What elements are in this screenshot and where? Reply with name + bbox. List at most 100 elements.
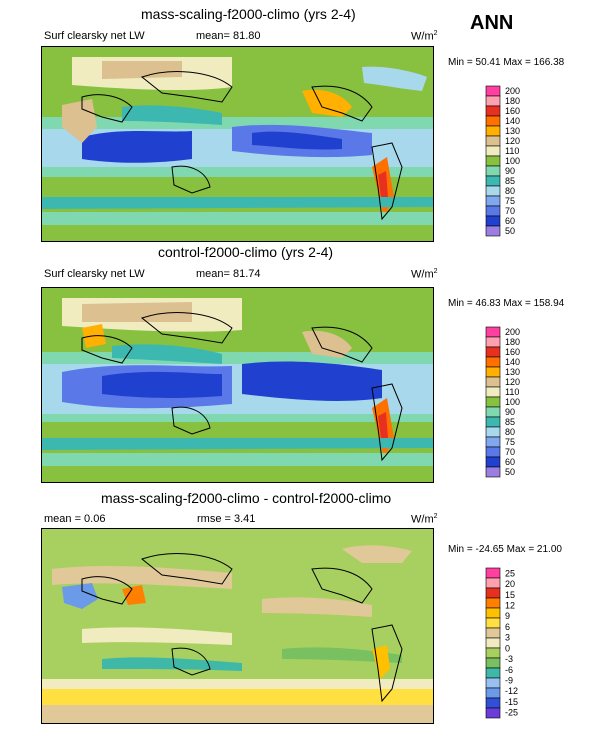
units-label: W/m2 — [411, 513, 438, 526]
legend-swatch — [485, 396, 501, 408]
rmse-label: rmse = 3.41 — [197, 513, 256, 525]
season-label: ANN — [470, 12, 514, 34]
legend-swatch — [485, 205, 501, 217]
legend-swatch — [485, 225, 501, 237]
legend-label: 9 — [505, 611, 510, 621]
legend-label: 50 — [505, 226, 515, 236]
legend-swatch — [485, 697, 501, 709]
legend-swatch — [485, 567, 501, 579]
legend-swatch — [485, 456, 501, 468]
map-diff — [41, 528, 434, 724]
legend-test: 200 180 160 140 130 120 110 100 90 85 80 75 70 60 50 — [485, 85, 556, 237]
legend-swatch — [485, 637, 501, 649]
legend-label: 90 — [505, 166, 515, 176]
legend-label: 80 — [505, 427, 515, 437]
minmax-label: Min = 50.41 Max = 166.38 — [448, 57, 565, 68]
legend-swatch — [485, 707, 501, 719]
legend-label: -9 — [505, 676, 513, 686]
legend-swatch — [485, 597, 501, 609]
legend-swatch — [485, 677, 501, 689]
legend-label: -25 — [505, 708, 518, 718]
legend-swatch — [485, 356, 501, 368]
legend-label: 110 — [505, 387, 519, 397]
legend-swatch — [485, 326, 501, 338]
panel-title: mass-scaling-f2000-climo - control-f2000… — [101, 490, 392, 506]
legend-label: 80 — [505, 186, 515, 196]
legend-swatch — [485, 145, 501, 157]
legend-label: 160 — [505, 347, 520, 357]
legend-swatch — [485, 195, 501, 207]
legend-swatch — [485, 175, 501, 187]
legend-swatch — [485, 105, 501, 117]
legend-label: 15 — [505, 590, 515, 600]
diff-mean-label: mean = 0.06 — [44, 513, 106, 525]
legend-label: -3 — [505, 654, 513, 664]
legend-swatch — [485, 155, 501, 167]
legend-swatch — [485, 185, 501, 197]
legend-label: 70 — [505, 447, 515, 457]
legend-label: 140 — [505, 357, 520, 367]
legend-label: 180 — [505, 96, 520, 106]
legend-swatch — [485, 617, 501, 629]
legend-swatch — [485, 436, 501, 448]
legend-swatch — [485, 647, 501, 659]
legend-label: 130 — [505, 367, 520, 377]
map-control — [41, 287, 434, 483]
legend-swatch — [485, 627, 501, 639]
legend-label: 12 — [505, 601, 515, 611]
units-label: W/m2 — [411, 268, 438, 281]
legend-swatch — [485, 416, 501, 428]
legend-label: 60 — [505, 216, 515, 226]
legend-control: 200 180 160 140 130 120 110 100 90 85 80 75 70 60 50 — [485, 326, 556, 478]
legend-label: 120 — [505, 136, 520, 146]
legend-label: 85 — [505, 176, 515, 186]
minmax-label: Min = -24.65 Max = 21.00 — [448, 544, 562, 555]
legend-swatch — [485, 657, 501, 669]
legend-swatch — [485, 667, 501, 679]
mean-label: mean= 81.74 — [196, 268, 261, 280]
legend-label: 85 — [505, 417, 515, 427]
legend-label: 110 — [505, 146, 519, 156]
legend-swatch — [485, 386, 501, 398]
legend-swatch — [485, 125, 501, 137]
panel-title: mass-scaling-f2000-climo (yrs 2-4) — [141, 6, 356, 22]
legend-label: 3 — [505, 633, 510, 643]
legend-swatch — [485, 687, 501, 699]
legend-label: 70 — [505, 206, 515, 216]
legend-swatch — [485, 135, 501, 147]
legend-label: 100 — [505, 156, 520, 166]
panel-title: control-f2000-climo (yrs 2-4) — [158, 244, 334, 260]
mean-label: mean= 81.80 — [196, 30, 261, 42]
legend-swatch — [485, 587, 501, 599]
legend-swatch — [485, 336, 501, 348]
legend-label: 75 — [505, 196, 515, 206]
legend-label: 25 — [505, 568, 515, 578]
legend-label: 20 — [505, 579, 515, 589]
legend-label: -6 — [505, 665, 513, 675]
legend-label: 50 — [505, 467, 515, 477]
legend-label: 200 — [505, 327, 520, 337]
units-label: W/m2 — [411, 30, 438, 43]
minmax-label: Min = 46.83 Max = 158.94 — [448, 298, 565, 309]
legend-label: 90 — [505, 407, 515, 417]
legend-swatch — [485, 406, 501, 418]
legend-swatch — [485, 215, 501, 227]
legend-swatch — [485, 376, 501, 388]
legend-label: 180 — [505, 337, 520, 347]
legend-swatch — [485, 115, 501, 127]
legend-swatch — [485, 165, 501, 177]
legend-label: 75 — [505, 437, 515, 447]
legend-swatch — [485, 426, 501, 438]
legend-label: 120 — [505, 377, 520, 387]
legend-swatch — [485, 607, 501, 619]
legend-label: 0 — [505, 643, 510, 653]
legend-label: 100 — [505, 397, 520, 407]
legend-swatch — [485, 366, 501, 378]
legend-label: -15 — [505, 697, 518, 707]
legend-swatch — [485, 466, 501, 478]
legend-label: 160 — [505, 106, 520, 116]
legend-label: 60 — [505, 457, 515, 467]
legend-swatch — [485, 346, 501, 358]
legend-swatch — [485, 85, 501, 97]
map-test — [41, 46, 434, 242]
